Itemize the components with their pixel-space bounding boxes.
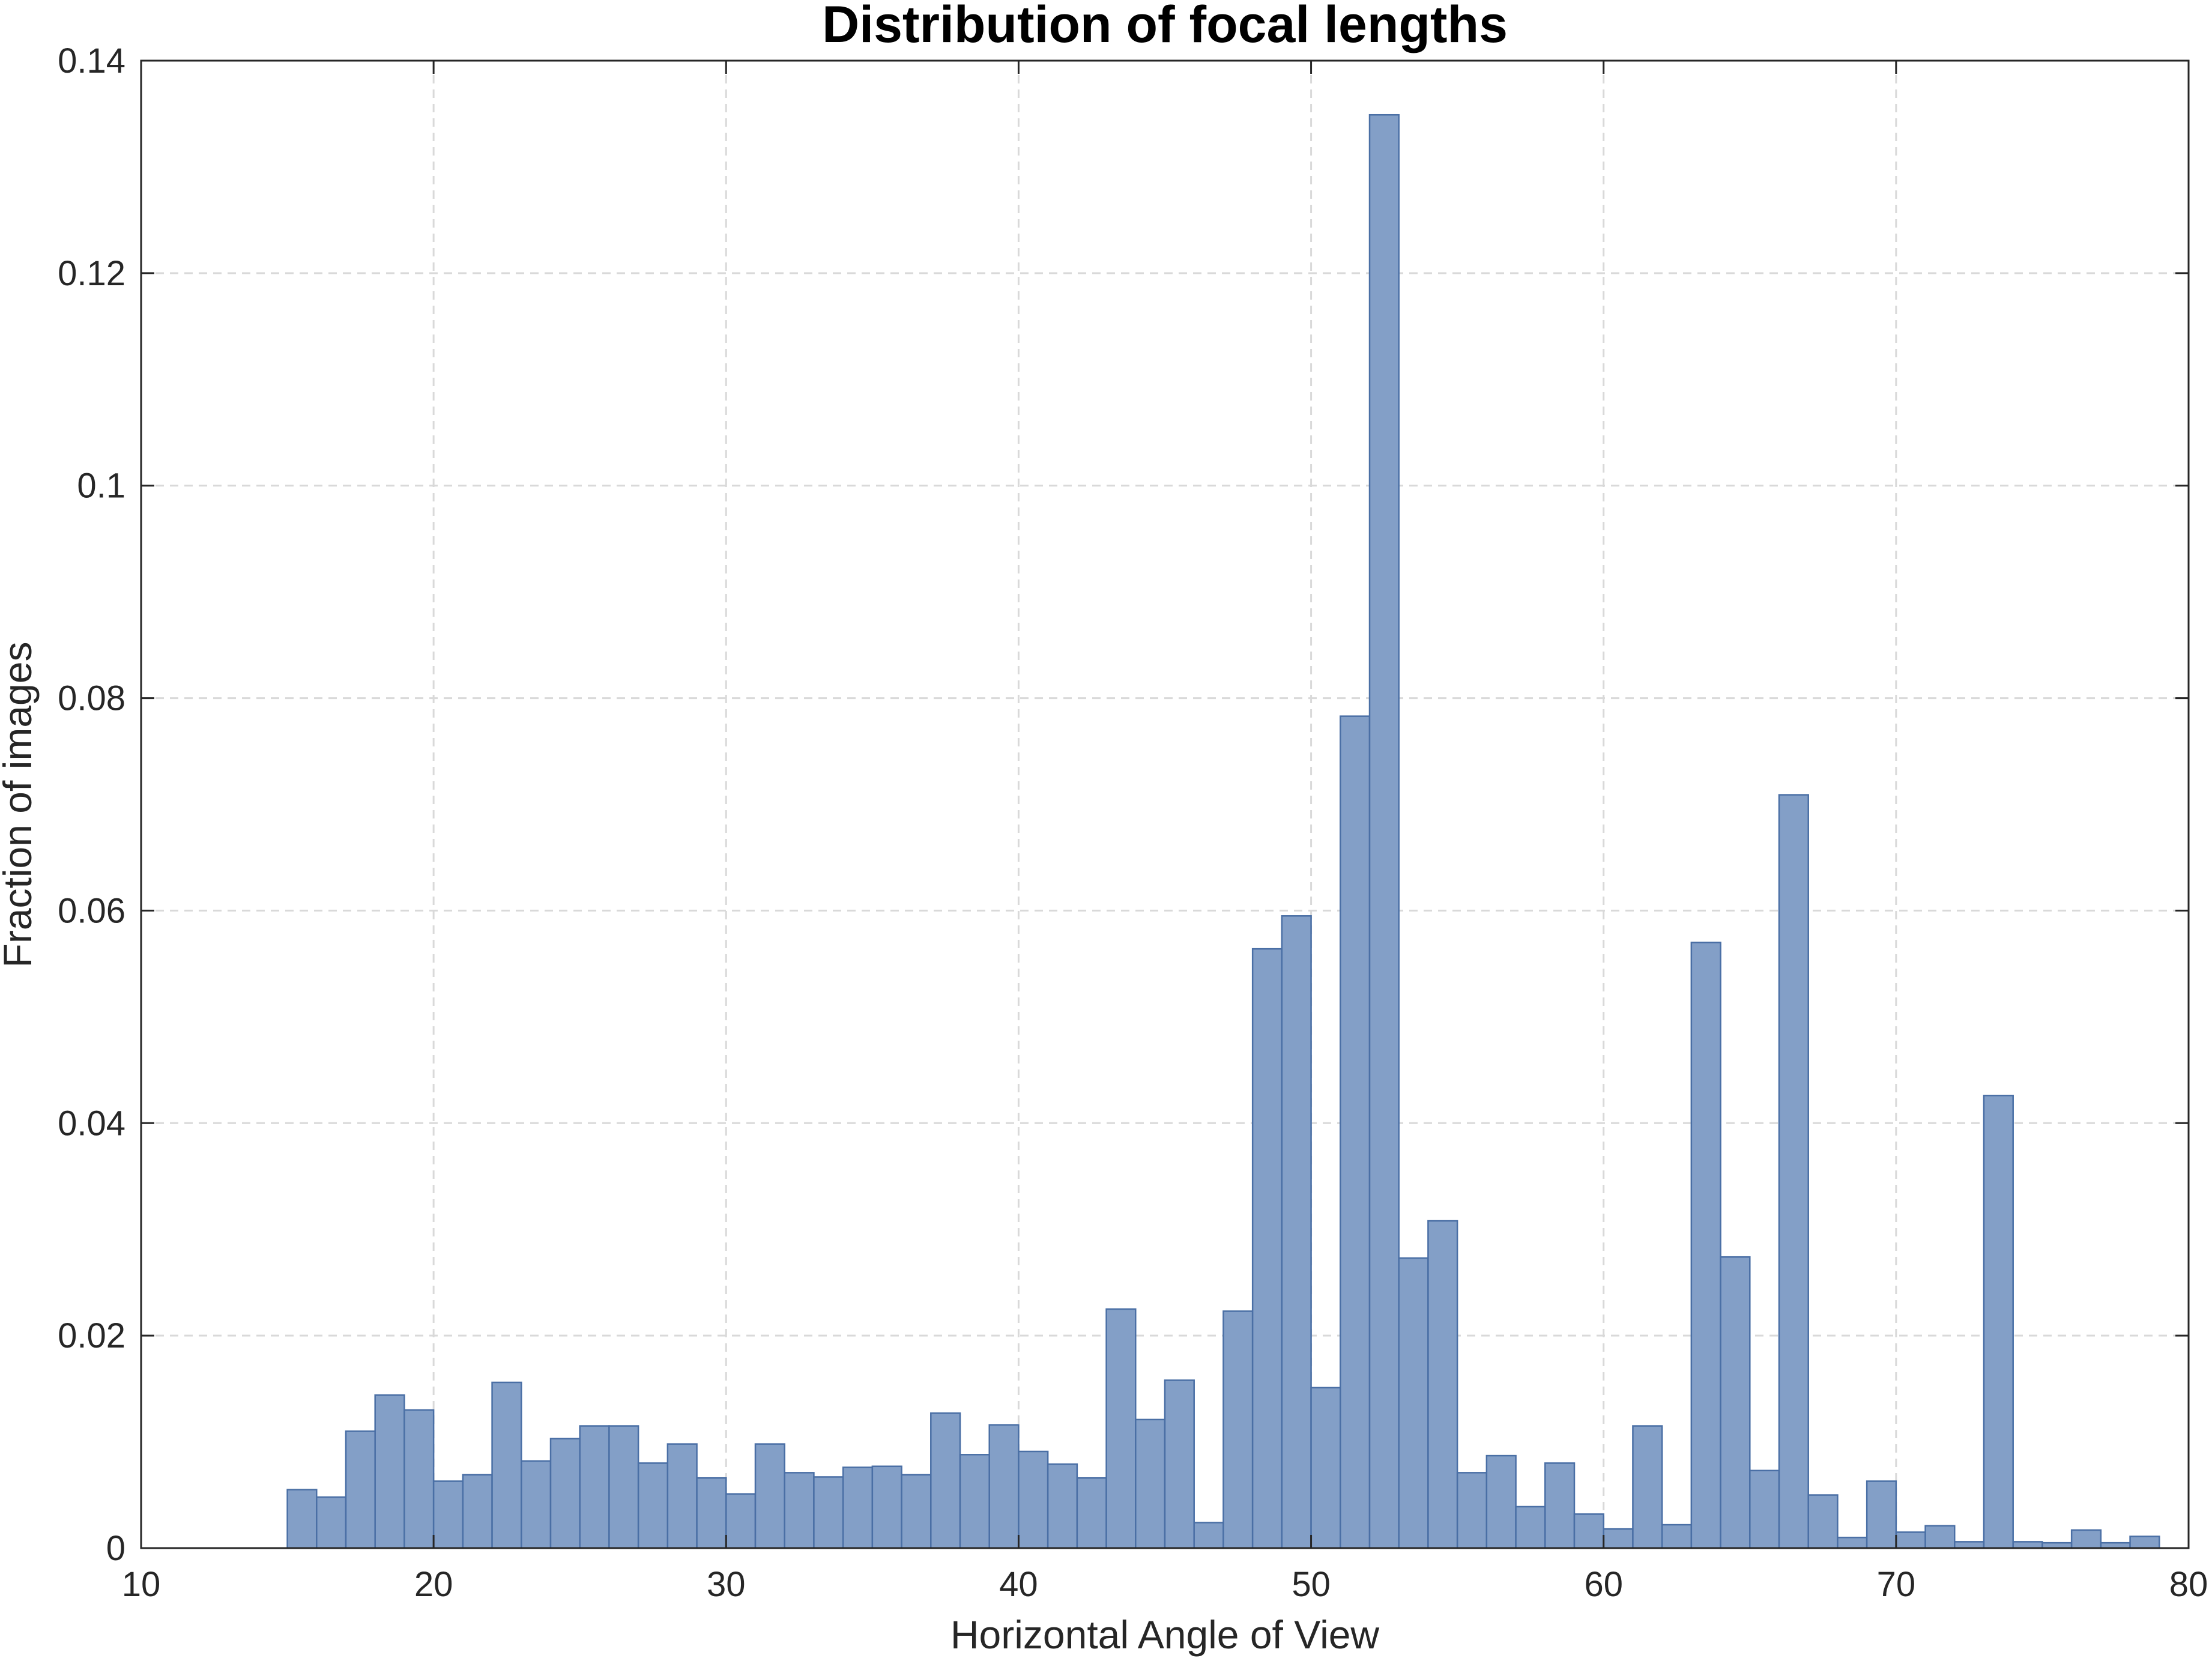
histogram-bar: [1632, 1425, 1663, 1549]
histogram-bar: [784, 1472, 815, 1549]
histogram-bar: [1485, 1454, 1517, 1549]
histogram-bar: [1924, 1525, 1956, 1549]
histogram-bar: [432, 1480, 464, 1549]
histogram-bar: [1866, 1480, 1897, 1549]
histogram-bar: [1368, 113, 1400, 1549]
histogram-bar: [2012, 1541, 2043, 1549]
histogram-bar: [1340, 715, 1371, 1549]
histogram-bar: [1690, 942, 1721, 1549]
histogram-bar: [608, 1425, 639, 1549]
y-tick-label: 0.06: [58, 891, 125, 930]
histogram-bar: [1778, 794, 1809, 1549]
histogram-bar: [871, 1465, 902, 1549]
y-tick-label: 0.1: [77, 467, 125, 506]
histogram-bar: [1281, 915, 1312, 1549]
y-tick-labels: 0 0.02 0.04 0.06 0.08 0.1 0.12 0.14: [58, 41, 125, 1568]
histogram-bar: [1018, 1450, 1049, 1549]
histogram-bar: [637, 1462, 669, 1549]
histogram-bar: [1720, 1256, 1751, 1549]
y-tick-label: 0.12: [58, 254, 125, 293]
histogram-bar: [1983, 1095, 2014, 1549]
histogram-bar: [462, 1474, 493, 1549]
histogram-bar: [286, 1489, 318, 1549]
histogram-bar: [1047, 1463, 1078, 1549]
histogram-bar: [959, 1454, 990, 1549]
histogram-bar: [725, 1493, 757, 1549]
histogram-bars: [286, 113, 2160, 1549]
histogram-bar: [1954, 1541, 1985, 1549]
histogram-bar: [549, 1438, 581, 1549]
histogram-bar: [374, 1394, 405, 1549]
histogram-bar: [1573, 1513, 1604, 1549]
histogram-bar: [1837, 1537, 1868, 1549]
histogram-bar: [491, 1381, 522, 1549]
histogram-bar: [1076, 1477, 1107, 1549]
histogram-bar: [1135, 1418, 1166, 1549]
histogram-bar: [1544, 1462, 1576, 1549]
histogram-bar: [901, 1474, 932, 1549]
y-tick-label: 0.14: [58, 41, 125, 80]
x-tick-label: 30: [707, 1565, 746, 1604]
histogram-bar: [1427, 1220, 1458, 1549]
tick-marks: [140, 59, 2190, 1549]
histogram-bar: [1222, 1310, 1254, 1549]
histogram-bar: [1105, 1308, 1137, 1549]
histogram-bar: [403, 1409, 435, 1549]
histogram-bar: [1661, 1523, 1693, 1549]
y-tick-label: 0: [106, 1529, 125, 1568]
histogram-bar: [1193, 1522, 1224, 1549]
histogram-bar: [1310, 1387, 1341, 1549]
histogram-bar: [696, 1477, 727, 1549]
plot-area-frame: [140, 59, 2190, 1549]
x-axis-label: Horizontal Angle of View: [950, 1612, 1380, 1657]
histogram-bar: [1895, 1531, 1926, 1549]
histogram-bar: [2070, 1529, 2102, 1549]
chart-title: Distribution of focal lengths: [822, 0, 1508, 53]
x-tick-label: 20: [414, 1565, 453, 1604]
y-tick-label: 0.04: [58, 1104, 125, 1143]
histogram-bar: [1456, 1472, 1488, 1549]
histogram-bar: [1251, 948, 1283, 1549]
x-tick-label: 40: [999, 1565, 1038, 1604]
histogram-bar: [2129, 1535, 2160, 1549]
y-axis-label: Fraction of images: [0, 642, 40, 968]
histogram-bar: [1603, 1528, 1634, 1549]
histogram-bar: [1749, 1469, 1780, 1549]
histogram-bar: [1398, 1257, 1429, 1549]
x-tick-labels: 10 20 30 40 50 60 70 80: [122, 1565, 2208, 1604]
x-tick-label: 10: [122, 1565, 161, 1604]
histogram-bar: [1807, 1494, 1839, 1549]
grid-lines: [141, 61, 2189, 1548]
histogram-bar: [842, 1466, 874, 1549]
y-tick-label: 0.08: [58, 679, 125, 718]
x-tick-label: 60: [1584, 1565, 1623, 1604]
histogram-bar: [521, 1460, 552, 1549]
histogram-bar: [1164, 1379, 1195, 1549]
y-tick-label: 0.02: [58, 1316, 125, 1355]
histogram-bar: [813, 1476, 844, 1549]
histogram-bar: [930, 1412, 961, 1549]
histogram-bar: [579, 1425, 610, 1549]
histogram-bar: [988, 1424, 1020, 1549]
histogram-bar: [345, 1430, 376, 1549]
histogram-bar: [754, 1443, 785, 1549]
histogram-bar: [666, 1443, 698, 1549]
x-tick-label: 50: [1292, 1565, 1331, 1604]
x-tick-label: 80: [2169, 1565, 2208, 1604]
histogram-bar: [316, 1496, 347, 1549]
histogram-bar: [1515, 1505, 1546, 1549]
x-tick-label: 70: [1877, 1565, 1916, 1604]
